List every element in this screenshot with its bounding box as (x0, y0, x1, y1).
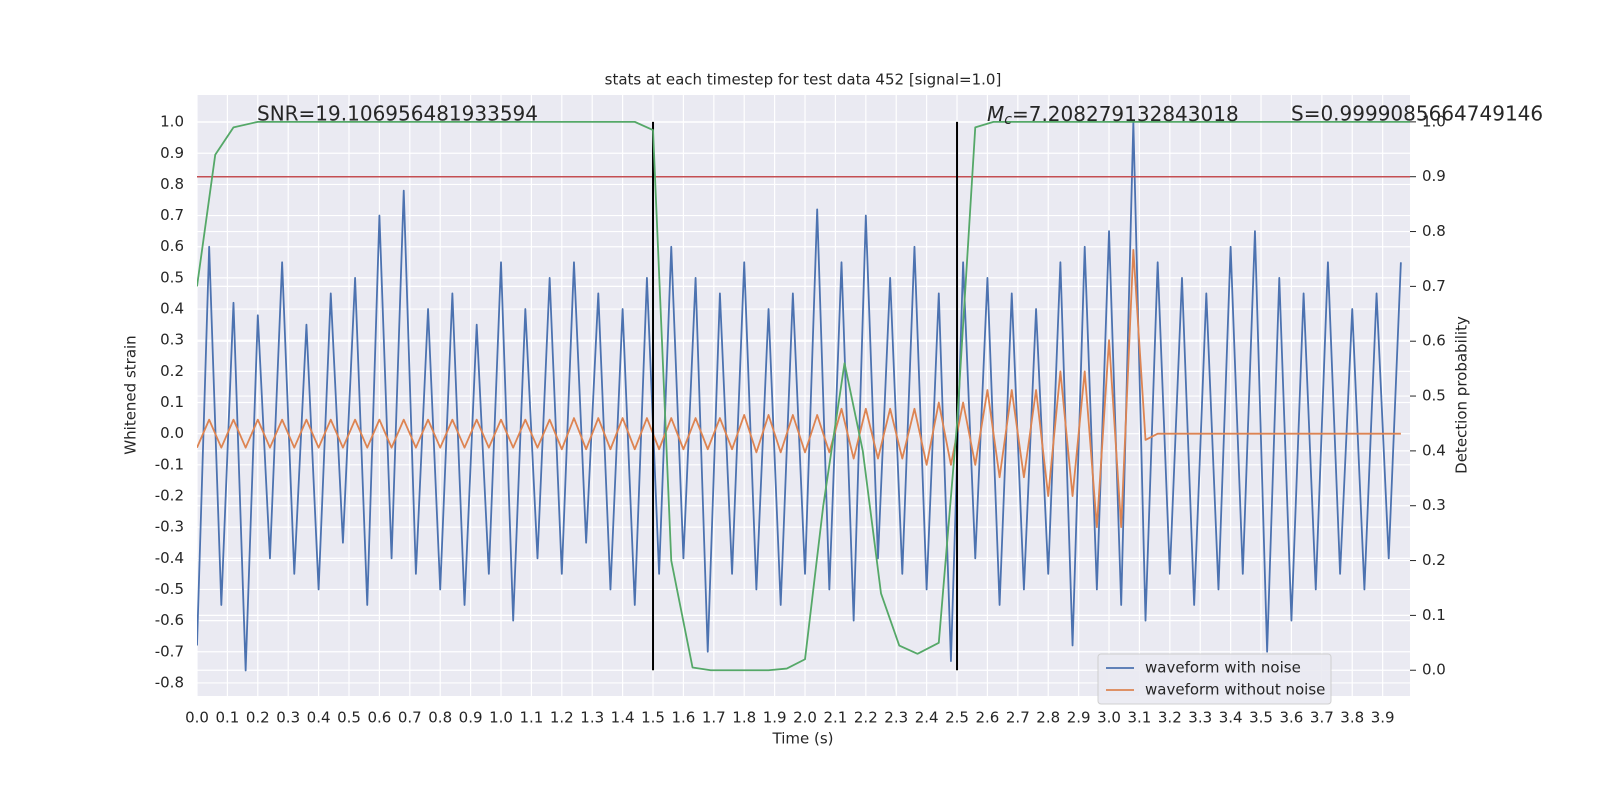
x-tick-label: 1.6 (671, 709, 695, 727)
mc-annotation: Mc=7.208279132843018 (987, 102, 1239, 129)
x-tick-label: 2.1 (823, 709, 847, 727)
marks (197, 120, 1410, 672)
y-tick-label: 0.3 (160, 331, 184, 349)
x-tick-label: 3.7 (1310, 709, 1334, 727)
x-tick-label: 0.5 (337, 709, 361, 727)
x-tick-label: 2.9 (1067, 709, 1091, 727)
y2-tick-label: 0.8 (1422, 222, 1446, 240)
y-tick-label: -0.5 (155, 580, 184, 598)
y2-tick-label: 0.9 (1422, 167, 1446, 185)
x-tick-label: 2.5 (945, 709, 969, 727)
x-tick-label: 1.4 (611, 709, 635, 727)
y-tick-label: 0.4 (160, 300, 184, 318)
x-tick-label: 3.9 (1371, 709, 1395, 727)
x-tick-label: 1.8 (732, 709, 756, 727)
x-tick-label: 0.1 (215, 709, 239, 727)
x-tick-label: 3.8 (1340, 709, 1364, 727)
legend-box (1097, 653, 1332, 705)
x-tick-label: 3.4 (1219, 709, 1243, 727)
x-tick-label: 2.0 (793, 709, 817, 727)
chart-title: stats at each timestep for test data 452… (605, 71, 1002, 89)
x-tick-label: 3.2 (1158, 709, 1182, 727)
x-tick-label: 0.9 (459, 709, 483, 727)
x-tick-label: 0.6 (367, 709, 391, 727)
x-axis-label: Time (s) (772, 730, 834, 748)
y2-tick-label: 0.2 (1422, 551, 1446, 569)
x-tick-label: 1.9 (763, 709, 787, 727)
legend-label: waveform without noise (1145, 681, 1325, 699)
x-tick-label: 2.4 (915, 709, 939, 727)
y-tick-label: 1.0 (160, 113, 184, 131)
y-tick-label: 0.1 (160, 393, 184, 411)
x-tick-label: 3.6 (1280, 709, 1304, 727)
y-tick-label: -0.1 (155, 455, 184, 473)
x-tick-label: 0.2 (246, 709, 270, 727)
x-tick-label: 3.1 (1128, 709, 1152, 727)
y-tick-label: 0.2 (160, 362, 184, 380)
overlay: waveform with noise waveform without nois… (1097, 653, 1332, 705)
y2-axis-label: Detection probability (1453, 316, 1471, 474)
x-tick-label: 1.0 (489, 709, 513, 727)
snr-annotation: SNR=19.106956481933594 (257, 102, 538, 126)
y2-tick-label: 0.7 (1422, 277, 1446, 295)
x-tick-label: 1.2 (550, 709, 574, 727)
y-tick-label: 0.6 (160, 237, 184, 255)
y-axis-label: Whitened strain (122, 335, 140, 454)
x-tick-label: 2.3 (884, 709, 908, 727)
y-tick-label: -0.6 (155, 611, 184, 629)
y-tick-label: -0.2 (155, 486, 184, 504)
x-tick-label: 2.2 (854, 709, 878, 727)
x-tick-label: 0.8 (428, 709, 452, 727)
y-tick-label: 0.7 (160, 206, 184, 224)
x-tick-label: 2.6 (975, 709, 999, 727)
y-tick-label: -0.7 (155, 642, 184, 660)
series-line (197, 120, 1410, 672)
y-tick-label: 0.5 (160, 268, 184, 286)
y-tick-label: 0.0 (160, 424, 184, 442)
y-tick-label: 0.9 (160, 144, 184, 162)
y-tick-label: -0.8 (155, 673, 184, 691)
mc-subscript: c (1004, 112, 1012, 128)
x-tick-label: 2.8 (1036, 709, 1060, 727)
x-tick-label: 2.7 (1006, 709, 1030, 727)
grid (196, 95, 1410, 696)
y2-tick-label: 0.3 (1422, 496, 1446, 514)
x-tick-label: 0.4 (307, 709, 331, 727)
y2-tick-label: 0.6 (1422, 332, 1446, 350)
series-line (197, 248, 1401, 529)
y2-tick-label: 0.4 (1422, 441, 1446, 459)
x-tick-label: 0.7 (398, 709, 422, 727)
x-tick-label: 1.1 (519, 709, 543, 727)
x-tick-label: 1.5 (641, 709, 665, 727)
x-tick-label: 0.0 (185, 709, 209, 727)
mc-value: =7.208279132843018 (1012, 102, 1239, 126)
y-tick-label: -0.3 (155, 518, 184, 536)
mc-symbol: M (987, 102, 1004, 126)
y-tick-label: 0.8 (160, 175, 184, 193)
s-annotation: S=0.9999085664749146 (1291, 102, 1543, 126)
y2-tick-label: 0.0 (1422, 661, 1446, 679)
y2-tick-label: 1.0 (1422, 112, 1446, 130)
legend-label: waveform with noise (1145, 659, 1301, 677)
x-tick-label: 1.7 (702, 709, 726, 727)
x-tick-label: 3.5 (1249, 709, 1273, 727)
y2-tick-label: 0.5 (1422, 387, 1446, 405)
x-tick-label: 0.3 (276, 709, 300, 727)
x-tick-label: 1.3 (580, 709, 604, 727)
x-tick-label: 3.3 (1188, 709, 1212, 727)
y2-tick-label: 0.1 (1422, 606, 1446, 624)
y-tick-label: -0.4 (155, 549, 184, 567)
x-tick-label: 3.0 (1097, 709, 1121, 727)
